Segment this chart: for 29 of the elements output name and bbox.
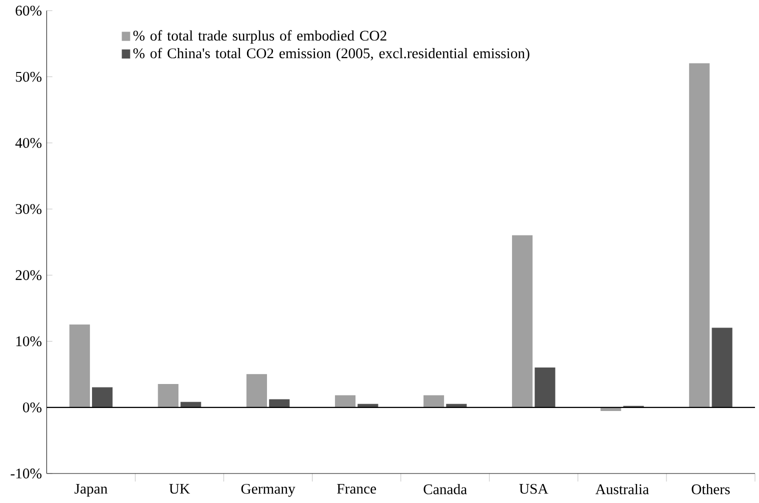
x-tick-label: Canada bbox=[424, 484, 467, 494]
bar bbox=[534, 368, 556, 408]
bar bbox=[246, 374, 267, 408]
x-tick-label: USA bbox=[519, 484, 548, 494]
bar bbox=[69, 324, 90, 408]
y-tick-label: 20% bbox=[16, 270, 42, 280]
x-tick-label: Australia bbox=[595, 484, 649, 494]
legend-label: % of total trade surplus of embodied CO2 bbox=[133, 30, 386, 44]
bar bbox=[424, 395, 444, 408]
bar bbox=[158, 384, 178, 408]
y-tick-label: 10% bbox=[16, 336, 42, 346]
y-tick-label: 60% bbox=[16, 6, 42, 16]
x-tick-label: Japan bbox=[74, 484, 108, 497]
y-tick-label: 0% bbox=[22, 402, 42, 412]
legend-label: % of China's total CO2 emission (2005, excl.residential emission) bbox=[133, 48, 530, 62]
y-tick-label: 30% bbox=[16, 204, 42, 214]
bar bbox=[712, 328, 732, 408]
x-tick-label: UK bbox=[169, 484, 190, 494]
bar bbox=[512, 235, 533, 408]
bar bbox=[334, 395, 356, 408]
x-tick-label: Others bbox=[692, 484, 730, 494]
bar bbox=[689, 63, 710, 408]
y-tick-label: 50% bbox=[16, 72, 42, 82]
bar bbox=[269, 399, 290, 408]
y-tick-label: 40% bbox=[15, 138, 42, 148]
x-tick-label: France bbox=[337, 484, 376, 494]
bar bbox=[92, 387, 113, 408]
x-tick-label: Germany bbox=[241, 484, 296, 497]
y-tick-label: -10% bbox=[10, 468, 42, 479]
